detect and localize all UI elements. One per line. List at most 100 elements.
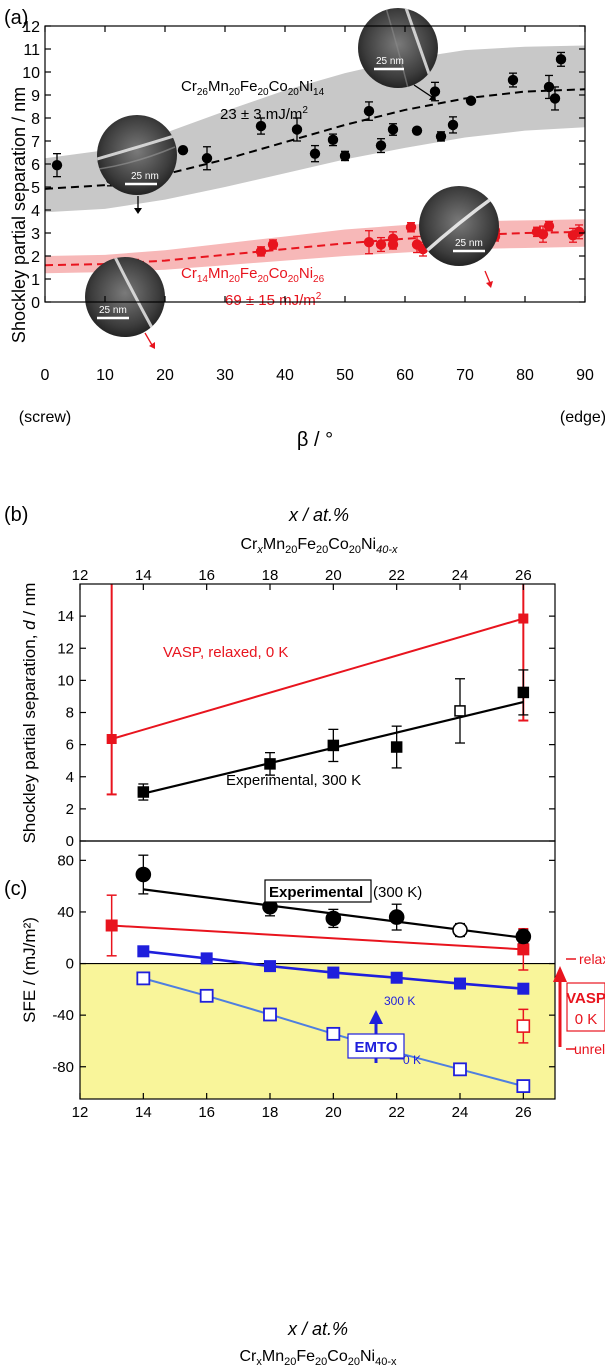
y-tick-label: 6 — [66, 737, 74, 754]
data-point — [106, 734, 117, 745]
data-point — [339, 150, 351, 162]
emto-box — [347, 1033, 405, 1059]
x-tick-label: 20 — [156, 367, 174, 384]
data-point — [255, 246, 267, 257]
y-tick-label: 8 — [66, 705, 74, 722]
series-label-vasp-b: VASP, relaxed, 0 K — [163, 644, 288, 661]
y-tick-label: 2 — [31, 249, 40, 266]
y-tick-label: 0 — [66, 833, 74, 850]
y-tick-label: 4 — [66, 769, 74, 786]
y-tick-label: 14 — [57, 608, 74, 625]
emto-label: EMTO — [354, 1039, 397, 1056]
x-tick-label: 10 — [96, 367, 114, 384]
y-tick-label: -40 — [52, 1007, 74, 1024]
panel-a-label: (a) — [4, 7, 28, 29]
data-point — [517, 982, 530, 995]
top-x-tick-label: 22 — [388, 567, 405, 584]
data-point — [453, 1062, 467, 1077]
panel-c-label: (c) — [4, 878, 27, 900]
data-point — [517, 686, 530, 699]
y-tick-label: 5 — [31, 180, 40, 197]
x-tick-label: 80 — [516, 367, 534, 384]
series-label-cr14: Cr14Mn20Fe20Co20Ni26 — [181, 265, 325, 285]
data-point — [327, 739, 340, 752]
top-x-tick-label: 14 — [135, 567, 152, 584]
panel-a: (a) 25 nm 25 nm — [4, 7, 605, 451]
y-tick-label: 3 — [31, 226, 40, 243]
experimental-box — [264, 879, 372, 903]
y-tick-label: 10 — [22, 65, 40, 82]
data-point — [137, 786, 150, 798]
y-axis-title-a: Shockley partial separation / nm — [9, 87, 29, 343]
data-point — [199, 988, 214, 1003]
vasp-line — [111, 617, 524, 740]
x-axis-title-c: x / at.% — [287, 1319, 348, 1339]
x-tick-label: 12 — [72, 1104, 89, 1121]
data-point — [201, 153, 213, 164]
tem-inset-screw-black: 25 nm — [97, 115, 177, 195]
y-tick-label: 40 — [57, 904, 74, 921]
x-tick-label: 50 — [336, 367, 354, 384]
unrelaxed-label: unrelaxed — [574, 1041, 605, 1057]
y-tick-label: 9 — [31, 88, 40, 105]
data-point — [264, 960, 276, 973]
vasp-arrow-head — [553, 966, 567, 982]
x-tick-label: 40 — [276, 367, 294, 384]
data-point — [429, 86, 441, 97]
data-point — [363, 105, 375, 117]
experimental-label: Experimental — [269, 884, 363, 901]
data-point — [388, 909, 405, 925]
tem-inset-edge-black: 25 nm — [358, 8, 438, 88]
x-tick-label: 0 — [41, 367, 50, 384]
data-point — [549, 93, 561, 104]
data-point — [454, 705, 466, 717]
data-point — [555, 54, 567, 65]
data-point — [267, 239, 279, 250]
y-tick-label: 80 — [57, 852, 74, 869]
data-point — [375, 239, 387, 250]
data-point — [543, 81, 555, 93]
sfe-label-cr14: 69 ± 15 mJ/m2 — [225, 291, 322, 309]
data-point — [327, 134, 339, 146]
data-point — [135, 866, 152, 883]
scale-bar-label: 25 nm — [455, 238, 483, 249]
x-tick-label: 16 — [198, 1104, 215, 1121]
x-tick-label: 18 — [262, 1104, 279, 1121]
panel-c: 12 14 16 18 20 22 24 26 -80 -40 0 40 80 (c) SFE / (m… — [4, 840, 605, 1368]
data-point — [516, 1079, 531, 1093]
data-point — [105, 919, 118, 932]
top-x-tick-label: 20 — [325, 567, 342, 584]
data-point — [387, 233, 399, 244]
emto-300k-label: 300 K — [384, 994, 415, 1008]
y-tick-label: 11 — [23, 42, 40, 59]
data-point — [507, 74, 519, 86]
data-point — [200, 952, 213, 965]
data-point — [363, 237, 375, 248]
data-point — [454, 977, 466, 990]
y-tick-label: 2 — [66, 801, 74, 818]
data-point — [517, 943, 530, 956]
emto-0k-label: 0 K — [403, 1053, 421, 1067]
x-end-label-screw: (screw) — [19, 409, 71, 426]
data-point — [387, 124, 399, 135]
x-tick-label: 26 — [515, 1104, 532, 1121]
data-point — [309, 148, 321, 159]
x-tick-label: 30 — [216, 367, 234, 384]
plot-frame-c — [79, 840, 556, 1100]
x-tick-label: 90 — [576, 367, 594, 384]
fit-curves — [45, 88, 585, 267]
panel-c-plot — [80, 854, 555, 1093]
top-x-tick-label: 16 — [198, 567, 215, 584]
data-point — [375, 140, 387, 151]
data-point — [447, 119, 459, 131]
data-point — [263, 1007, 277, 1022]
y-tick-label: 10 — [57, 672, 74, 689]
relaxed-label: relaxed — [579, 951, 605, 967]
vasp-box — [566, 982, 605, 1032]
data-point — [411, 125, 423, 136]
experimental-temp-label: (300 K) — [373, 884, 422, 901]
tem-inset-screw-red: 25 nm — [85, 257, 165, 337]
